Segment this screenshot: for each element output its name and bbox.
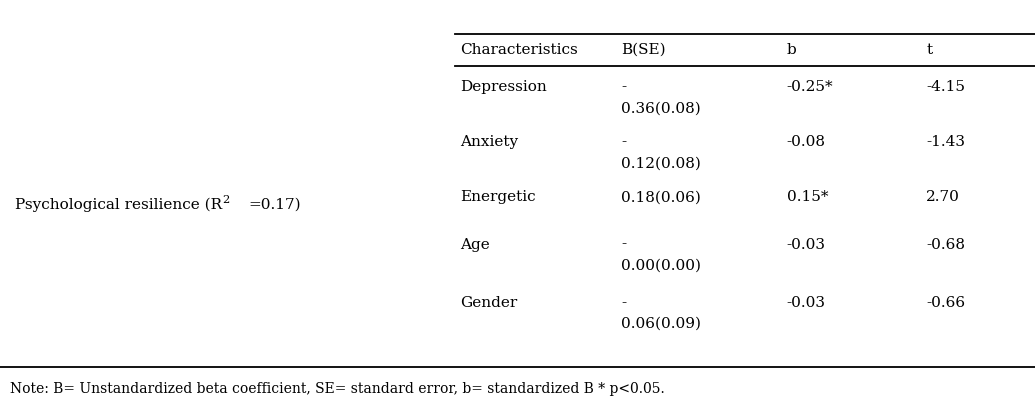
Text: 0.06(0.09): 0.06(0.09) xyxy=(621,317,701,330)
Text: -0.03: -0.03 xyxy=(787,296,826,310)
Text: -4.15: -4.15 xyxy=(926,81,966,94)
Text: -: - xyxy=(621,238,626,251)
Text: 2.70: 2.70 xyxy=(926,190,960,204)
Text: -: - xyxy=(621,136,626,149)
Text: -0.68: -0.68 xyxy=(926,238,966,251)
Text: 0.00(0.00): 0.00(0.00) xyxy=(621,259,701,272)
Text: 2: 2 xyxy=(223,194,230,205)
Text: 0.15*: 0.15* xyxy=(787,190,828,204)
Text: Anxiety: Anxiety xyxy=(461,136,519,149)
Text: -: - xyxy=(621,296,626,310)
Text: -0.25*: -0.25* xyxy=(787,81,833,94)
Text: -: - xyxy=(621,81,626,94)
Text: Energetic: Energetic xyxy=(461,190,536,204)
Text: -0.08: -0.08 xyxy=(787,136,826,149)
Text: Characteristics: Characteristics xyxy=(461,43,579,57)
Text: -1.43: -1.43 xyxy=(926,136,966,149)
Text: Note: B= Unstandardized beta coefficient, SE= standard error, b= standardized B : Note: B= Unstandardized beta coefficient… xyxy=(10,382,666,396)
Text: Gender: Gender xyxy=(461,296,518,310)
Text: B(SE): B(SE) xyxy=(621,43,666,57)
Text: -0.66: -0.66 xyxy=(926,296,966,310)
Text: t: t xyxy=(926,43,933,57)
Text: 0.18(0.06): 0.18(0.06) xyxy=(621,190,701,204)
Text: =0.17): =0.17) xyxy=(248,198,301,211)
Text: Age: Age xyxy=(461,238,491,251)
Text: Psychological resilience (R: Psychological resilience (R xyxy=(16,197,223,212)
Text: -0.03: -0.03 xyxy=(787,238,826,251)
Text: 0.36(0.08): 0.36(0.08) xyxy=(621,101,701,115)
Text: 0.12(0.08): 0.12(0.08) xyxy=(621,156,701,170)
Text: b: b xyxy=(787,43,796,57)
Text: Depression: Depression xyxy=(461,81,548,94)
